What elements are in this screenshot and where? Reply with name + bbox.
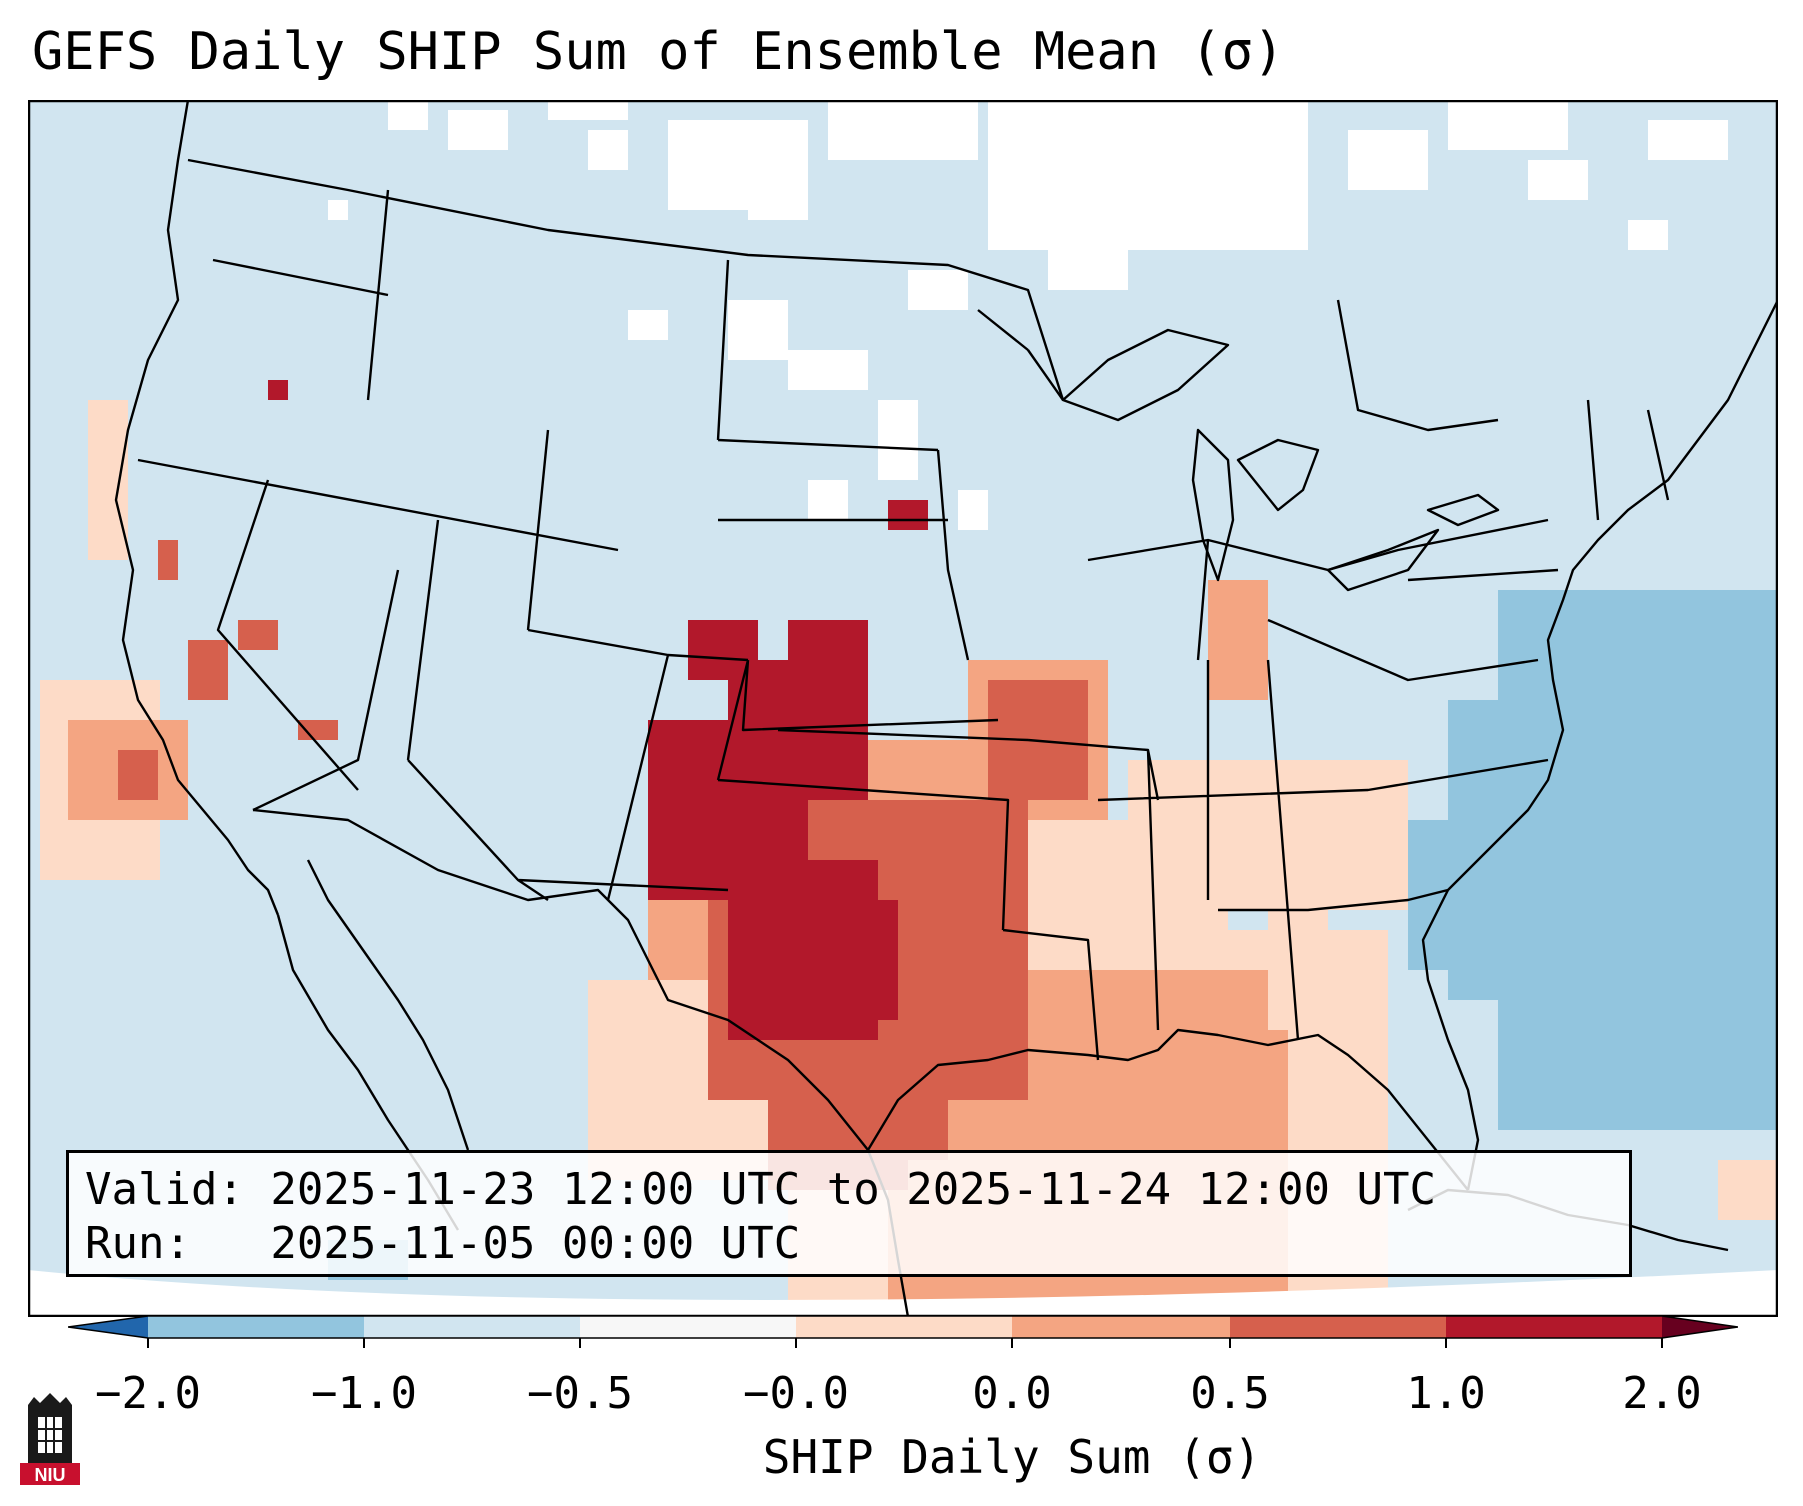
west-coastline [114,100,280,916]
plains-max-area [888,500,928,530]
colorbar-tick-label: −0.5 [527,1368,633,1419]
near-zero-cell [1648,120,1728,160]
colorbar-bin [1012,1316,1230,1338]
pacific-positive-area [268,380,288,400]
caribbean-positive-area [1718,1160,1778,1220]
near-zero-cell [958,490,988,530]
chart-title: GEFS Daily SHIP Sum of Ensemble Mean (σ) [32,22,1285,82]
ohio-valley-area [1208,580,1268,700]
near-zero-cell [1528,160,1588,200]
colorbar-extend-high [1662,1316,1738,1338]
near-zero-cell [588,130,628,170]
near-zero-cell [1228,160,1268,190]
great-lakes [1061,328,1500,592]
near-zero-cell [328,200,348,220]
logo-band [20,1463,80,1485]
near-zero-cell [548,100,628,120]
pacific-positive-area [238,620,278,650]
colorbar-tick-label: 0.0 [972,1368,1052,1419]
pacific-positive-area [188,640,228,700]
colorbar-tick-label: 1.0 [1406,1368,1486,1419]
near-zero-cell [1148,100,1208,140]
near-zero-cell [908,270,968,310]
colorbar-tick-label: −1.0 [311,1368,417,1419]
atlantic-negative-area [1408,820,1468,970]
colorbar-bin [1446,1316,1662,1338]
southeast-positive-area [1268,880,1328,1030]
colorbar [68,1316,1738,1348]
atlantic-negative-area [1498,590,1778,1130]
colorbar-extend-low [68,1316,148,1338]
near-zero-cell [728,300,788,360]
near-zero-cell [1448,100,1568,150]
near-zero-cell [788,350,868,390]
near-zero-cell [1348,130,1428,190]
pacific-positive-area [88,400,128,560]
pacific-positive-area [118,750,158,800]
pacific-positive-area [158,540,178,580]
pacific-positive-area [298,720,338,740]
colorbar-tick-label: −2.0 [95,1368,201,1419]
near-zero-cell [628,310,668,340]
colorbar-tick-label: 0.5 [1190,1368,1270,1419]
boundary-lines [114,100,1778,1317]
near-zero-cell [1628,220,1668,250]
logo-text: NIU [35,1465,66,1485]
logo-window-grid-icon [38,1417,62,1453]
canada-us-border [187,158,1065,401]
near-zero-cell [748,140,808,220]
colorbar-label: SHIP Daily Sum (σ) [762,1430,1262,1484]
atlantic-coastline [1421,299,1778,1191]
niu-logo: NIU [20,1393,80,1485]
plains-max-area [798,900,898,1020]
state-borders [137,189,1670,1061]
colorbar-bin [1230,1316,1446,1338]
colorbar-bins [68,1316,1738,1348]
colorbar-bin [796,1316,1012,1338]
projection-edge [28,1270,1778,1317]
valid-run-info-box: Valid: 2025-11-23 12:00 UTC to 2025-11-2… [66,1150,1632,1277]
near-zero-cell [388,100,428,130]
near-zero-cell [1048,250,1128,290]
colorbar-bin [364,1316,580,1338]
mexico-us-border [252,808,869,1151]
run-time-text: Run: 2025-11-05 00:00 UTC [85,1218,801,1269]
near-zero-cell [808,480,848,520]
gulf-coastline [866,1028,1469,1191]
logo-window-icon [38,1417,62,1453]
atlantic-negative-area [1558,880,1638,1000]
near-zero-cell [448,110,508,150]
plains-max-area [788,620,868,720]
colorbar-bin [580,1316,796,1338]
near-zero-cell [828,100,978,160]
near-zero-cell [878,400,918,480]
colorbar-tick-label: −0.0 [743,1368,849,1419]
valid-time-text: Valid: 2025-11-23 12:00 UTC to 2025-11-2… [85,1164,1437,1215]
colorbar-tick-label: 2.0 [1622,1368,1702,1419]
map-panel [28,100,1778,1317]
colorbar-bin [148,1316,364,1338]
